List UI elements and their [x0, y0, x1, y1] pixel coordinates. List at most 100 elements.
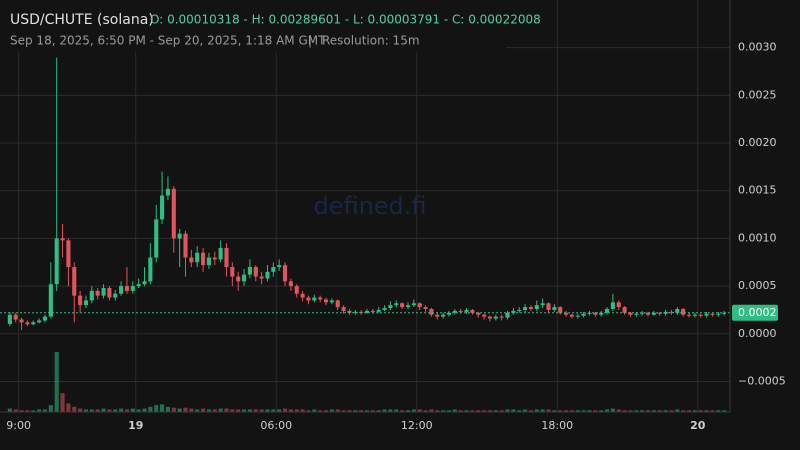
candle-body [681, 309, 686, 315]
candle-body [312, 297, 317, 301]
volume-bar [201, 408, 206, 412]
candle-body [698, 314, 703, 316]
candle-body [25, 322, 30, 325]
volume-bar [189, 408, 194, 412]
volume-bar [253, 409, 258, 412]
volume-bar [95, 409, 100, 412]
volume-bar [435, 410, 440, 412]
volume-bar [177, 408, 182, 412]
volume-bar [400, 410, 405, 412]
candle-body [335, 300, 340, 308]
volume-bar [376, 410, 381, 412]
candle-body [704, 313, 709, 316]
candle-body [364, 310, 370, 313]
volume-bar [347, 410, 352, 412]
volume-bar [113, 409, 118, 412]
candle-body [148, 257, 153, 282]
volume-bar [259, 409, 264, 412]
volume-bar [218, 408, 223, 412]
volume-bar [704, 410, 709, 412]
candle-body [206, 257, 211, 266]
candle-body [13, 314, 18, 320]
volume-bar [604, 409, 610, 412]
volume-bar [335, 409, 340, 412]
candle-body [675, 309, 680, 313]
volume-bar [7, 408, 12, 412]
candle-body [405, 305, 411, 308]
candle-body [587, 312, 592, 314]
candle-body [394, 303, 399, 306]
volume-bar [265, 409, 270, 412]
volume-bar [288, 409, 293, 412]
candle-body [124, 286, 130, 291]
candle-body [247, 267, 252, 275]
volume-bar [722, 410, 727, 412]
candle-body [622, 307, 627, 313]
volume-bar [388, 409, 393, 412]
volume-bar [528, 410, 533, 412]
candle-body [183, 233, 188, 258]
volume-bar [154, 405, 159, 412]
volume-bar [552, 410, 557, 412]
volume-bar [83, 409, 89, 412]
candle-body [640, 312, 645, 314]
volume-bar [370, 410, 375, 412]
candle-body [645, 312, 651, 315]
volume-bar [411, 409, 416, 412]
candle-body [370, 310, 375, 312]
x-tick-label: 9:00 [6, 419, 31, 432]
candle-body [388, 305, 393, 309]
candle-body [575, 315, 580, 317]
y-tick-label: 0.0010 [738, 231, 777, 244]
volume-bar [318, 410, 323, 412]
candle-body [511, 310, 516, 313]
candle-body [476, 312, 481, 315]
volume-bar [517, 410, 522, 412]
volume-bar [341, 410, 346, 412]
volume-bar [124, 409, 130, 412]
volume-bar [78, 408, 83, 412]
candles [0, 57, 730, 331]
candle-body [277, 265, 282, 268]
volume-bar [698, 410, 703, 412]
volume-bar [546, 409, 551, 412]
candle-body [616, 302, 621, 308]
volume-bar [423, 410, 428, 412]
candle-body [165, 188, 170, 196]
volume-bar [160, 404, 165, 412]
volume-bar [493, 410, 498, 412]
candle-body [505, 312, 510, 318]
candle-body [160, 195, 165, 220]
volume-bar [675, 409, 680, 412]
y-tick-label: 0.0020 [738, 136, 777, 149]
candle-body [517, 309, 522, 311]
volume-bar [206, 409, 211, 412]
candle-body [54, 238, 59, 285]
ohlc-summary: O: 0.00010318 - H: 0.00289601 - L: 0.000… [150, 13, 541, 27]
candle-body [306, 297, 311, 301]
candle-body [669, 311, 674, 313]
candle-body [31, 322, 36, 325]
volume-bar [470, 410, 475, 412]
candle-body [634, 313, 639, 315]
candle-body [241, 274, 247, 282]
candle-body [101, 288, 106, 296]
volume-bar [640, 410, 645, 412]
volume-bar [581, 410, 586, 412]
candle-body [540, 303, 545, 306]
candle-body [341, 307, 346, 311]
volume-bar [13, 409, 18, 412]
volume-bar [663, 410, 668, 412]
candle-body [177, 233, 182, 239]
candle-body [534, 305, 539, 309]
last-price-label: 0.0002 [738, 306, 777, 319]
volume-bar [429, 409, 434, 412]
volume-bar [236, 409, 241, 412]
candle-body [417, 303, 422, 308]
volume-bar [241, 409, 247, 412]
volume-bars [7, 352, 727, 412]
volume-bar [212, 409, 217, 412]
candle-body [294, 286, 299, 294]
volume-bar [130, 408, 135, 412]
